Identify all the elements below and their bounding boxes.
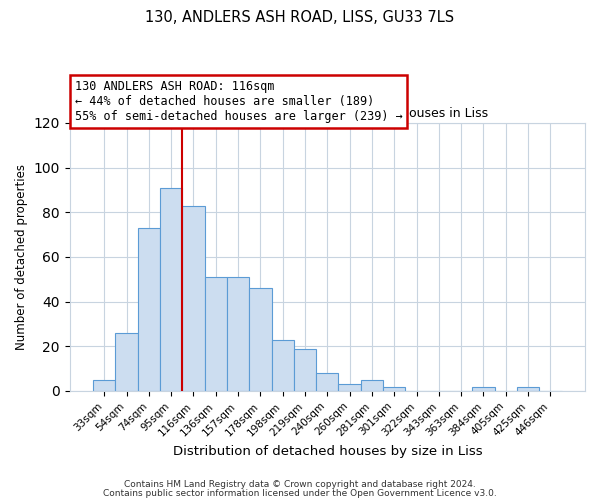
Bar [361,380,383,391]
Text: 130 ANDLERS ASH ROAD: 116sqm
← 44% of detached houses are smaller (189)
55% of s: 130 ANDLERS ASH ROAD: 116sqm ← 44% of de… [75,80,403,123]
Bar [160,188,182,391]
Text: Contains HM Land Registry data © Crown copyright and database right 2024.: Contains HM Land Registry data © Crown c… [124,480,476,489]
Bar [227,277,249,391]
Text: 130, ANDLERS ASH ROAD, LISS, GU33 7LS: 130, ANDLERS ASH ROAD, LISS, GU33 7LS [145,10,455,25]
X-axis label: Distribution of detached houses by size in Liss: Distribution of detached houses by size … [173,444,482,458]
Bar [137,228,160,391]
Bar [249,288,272,391]
Bar [338,384,361,391]
Bar [517,386,539,391]
Title: Size of property relative to detached houses in Liss: Size of property relative to detached ho… [167,108,488,120]
Bar [383,386,406,391]
Bar [294,348,316,391]
Bar [205,277,227,391]
Bar [93,380,115,391]
Y-axis label: Number of detached properties: Number of detached properties [15,164,28,350]
Text: Contains public sector information licensed under the Open Government Licence v3: Contains public sector information licen… [103,488,497,498]
Bar [272,340,294,391]
Bar [115,333,137,391]
Bar [182,206,205,391]
Bar [316,373,338,391]
Bar [472,386,494,391]
